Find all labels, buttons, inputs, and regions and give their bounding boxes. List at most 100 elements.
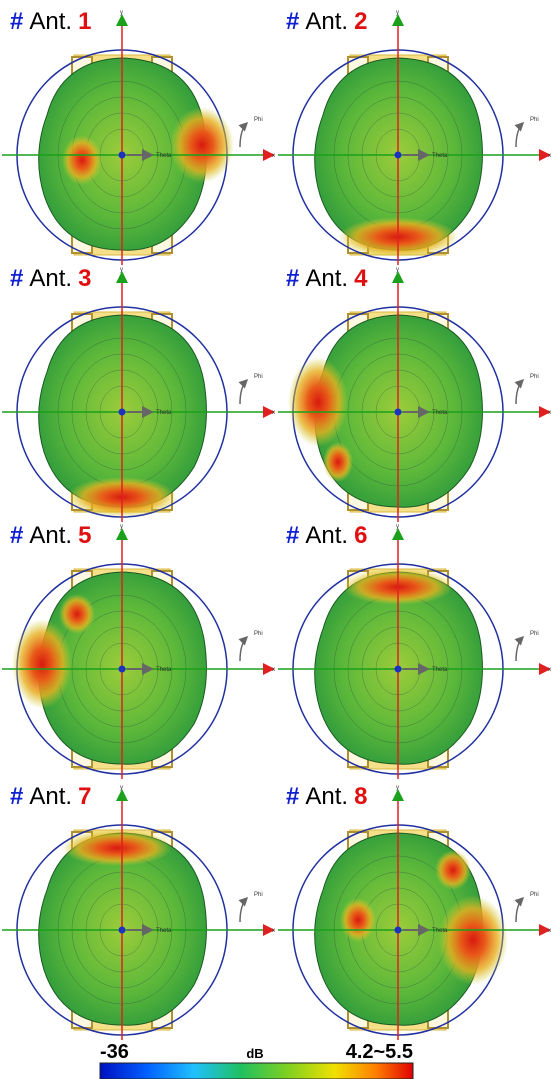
axis-label: Phi [254, 892, 263, 898]
axis-label: Phi [254, 374, 263, 380]
colorbar: -36 dB 4.2~5.5 [99, 1041, 414, 1079]
axis-label: Theta [432, 410, 448, 416]
colorbar-gradient [99, 1062, 414, 1079]
title-number: 1 [78, 8, 91, 35]
origin [394, 926, 402, 934]
axis-label: x [272, 153, 275, 159]
colorbar-min: -36 [100, 1041, 129, 1063]
axis-label: y [120, 267, 123, 273]
title-number: 8 [354, 783, 367, 810]
origin [118, 926, 126, 934]
antenna-panel: x y Theta Phi # Ant. 8 [278, 783, 551, 1040]
title-number: 5 [78, 522, 91, 549]
axis-label: x [272, 667, 275, 673]
axis-label: x [548, 667, 551, 673]
axis-label: x [548, 928, 551, 934]
panel-title: # Ant. 2 [286, 8, 367, 35]
panel-title: # Ant. 8 [286, 783, 367, 810]
panel-title: # Ant. 7 [10, 783, 91, 810]
axis-label: y [396, 10, 399, 16]
title-hash: # [286, 783, 299, 810]
axis-label: y [396, 267, 399, 273]
panel-title: # Ant. 3 [10, 265, 91, 292]
axis-label: y [396, 785, 399, 791]
title-number: 2 [354, 8, 367, 35]
title-label: Ant. [305, 522, 348, 549]
axis-label: y [120, 10, 123, 16]
phi-arrow [514, 121, 525, 148]
hot-spot [435, 850, 471, 890]
hot-spot [12, 619, 72, 709]
axis-label: Theta [432, 667, 448, 673]
phi-arrow [514, 378, 525, 405]
title-label: Ant. [29, 783, 72, 810]
title-hash: # [10, 783, 23, 810]
antenna-panel: x y Theta Phi # Ant. 6 [278, 522, 551, 779]
colorbar-max: 4.2~5.5 [346, 1041, 413, 1063]
axis-label: x [548, 410, 551, 416]
hot-spot [340, 898, 376, 942]
panel-title: # Ant. 6 [286, 522, 367, 549]
axis-label: Phi [254, 631, 263, 637]
axis-label: Phi [254, 117, 263, 123]
axis-label: Phi [530, 117, 539, 123]
hot-spot [323, 442, 353, 482]
origin [394, 408, 402, 416]
title-hash: # [10, 522, 23, 549]
origin [118, 151, 126, 159]
title-number: 6 [354, 522, 367, 549]
axis-label: x [548, 153, 551, 159]
title-label: Ant. [29, 8, 72, 35]
axis-label: y [120, 785, 123, 791]
hot-spot [438, 895, 508, 985]
axis-label: x [272, 928, 275, 934]
panel-title: # Ant. 1 [10, 8, 91, 35]
title-label: Ant. [305, 783, 348, 810]
axis-label: Theta [156, 667, 172, 673]
axis-label: y [120, 524, 123, 530]
title-number: 3 [78, 265, 91, 292]
phi-arrow [238, 378, 249, 405]
phi-arrow [514, 635, 525, 662]
title-label: Ant. [29, 522, 72, 549]
axis-label: Phi [530, 374, 539, 380]
phi-arrow [238, 121, 249, 148]
phi-arrow [514, 896, 525, 923]
antenna-panel: x y Theta Phi # Ant. 2 [278, 8, 551, 265]
title-hash: # [286, 522, 299, 549]
title-hash: # [10, 8, 23, 35]
axis-label: Theta [156, 928, 172, 934]
antenna-panel: x y Theta Phi # Ant. 3 [2, 265, 275, 522]
hot-spot [288, 357, 348, 447]
axis-label: Theta [156, 410, 172, 416]
panel-title: # Ant. 5 [10, 522, 91, 549]
phi-arrow [238, 896, 249, 923]
origin [118, 665, 126, 673]
antenna-panel: x y Theta Phi # Ant. 5 [2, 522, 275, 779]
axis-label: y [396, 524, 399, 530]
panel-title: # Ant. 4 [286, 265, 368, 292]
title-number: 7 [78, 783, 91, 810]
hot-spot [170, 107, 234, 183]
title-number: 4 [354, 265, 368, 292]
title-hash: # [10, 265, 23, 292]
origin [394, 665, 402, 673]
antenna-panel: x y Theta Phi # Ant. 4 [278, 265, 551, 522]
title-label: Ant. [305, 8, 348, 35]
title-hash: # [286, 265, 299, 292]
origin [118, 408, 126, 416]
hot-spot [62, 830, 172, 866]
phi-arrow [238, 635, 249, 662]
title-label: Ant. [305, 265, 348, 292]
antenna-panel: x y Theta Phi # Ant. 1 [2, 8, 275, 265]
antenna-panel: x y Theta Phi # Ant. 7 [2, 783, 275, 1040]
axis-label: Phi [530, 631, 539, 637]
origin [394, 151, 402, 159]
hot-spot [59, 594, 95, 634]
axis-label: Theta [432, 928, 448, 934]
axis-label: x [272, 410, 275, 416]
axis-label: Phi [530, 892, 539, 898]
hot-spot [62, 135, 102, 185]
